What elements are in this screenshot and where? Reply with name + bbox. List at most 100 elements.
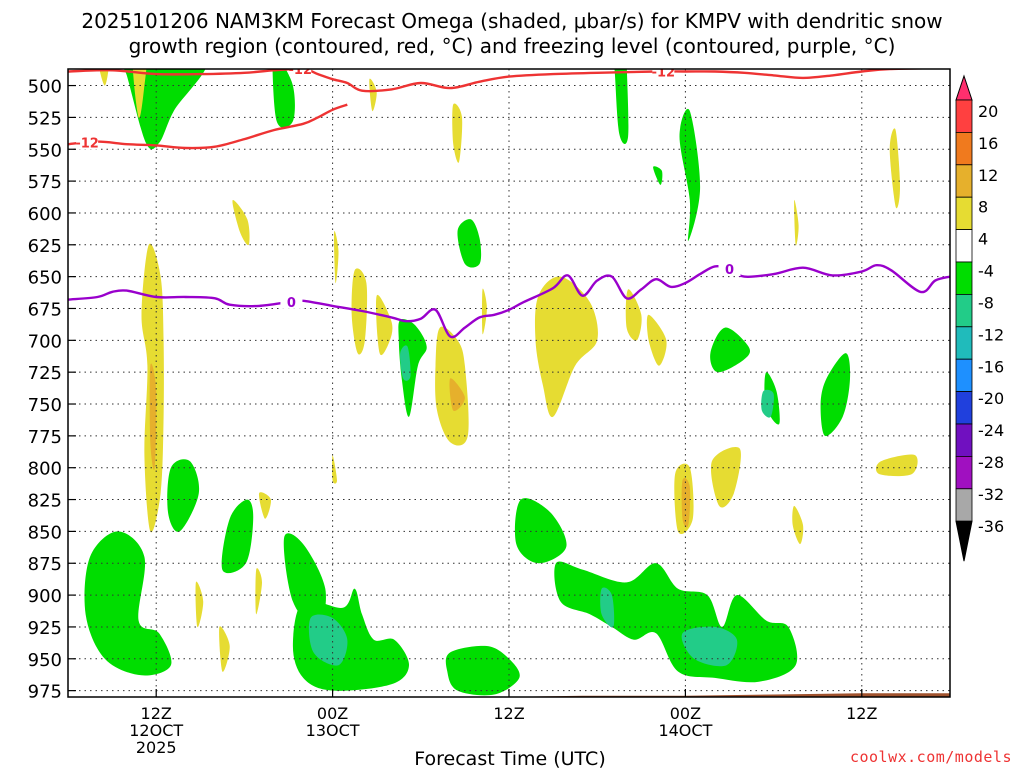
colorbar-swatch-9 [955,358,973,393]
omega-region-4to8-9 [534,276,598,418]
colorbar-label-13: -36 [978,517,1004,536]
omega-region--4to-8-6 [398,319,427,417]
y-tick-label-600: 600 [28,204,62,225]
omega-region-4to8-1 [132,69,147,118]
omega-region-4to8-20 [255,568,262,615]
omega-region--8to-12-1 [600,587,615,628]
colorbar-label-11: -28 [978,453,1004,472]
colorbar-swatch-1 [955,99,973,133]
colorbar-swatch-13 [955,488,973,522]
omega-region-8to12-2 [681,478,691,528]
omega-region-4to8-10 [625,289,642,341]
omega-region--8to-12-4 [400,345,411,381]
colorbar-label-9: -20 [978,389,1004,408]
y-tick-label-825: 825 [28,491,62,512]
omega-region-4to8-16 [875,454,918,477]
colorbar-top-arrow [955,74,973,101]
contour-label-bg-1 [76,134,99,150]
colorbar-swatch-3 [955,164,973,198]
omega-region-4to8-17 [792,505,804,545]
y-tick-label-950: 950 [28,650,62,671]
omega-region-4to8-19 [258,492,272,519]
colorbar-swatch-11 [955,423,973,457]
omega-region--4to-8-7 [710,327,751,373]
contour-label-1: -12 [75,137,99,152]
y-tick-label-925: 925 [28,618,62,639]
y-tick-label-725: 725 [28,363,62,384]
colorbar-swatch-5 [955,229,973,263]
omega-shading-layer [84,69,918,696]
omega-region--4to-8-12 [167,459,200,532]
omega-region-8to12-0 [149,363,157,470]
omega-region--4to-8-5 [457,219,482,268]
colorbar-label-2: 12 [978,166,998,185]
pressure-axis: 500 525 550 575 600 625 650 675 700 725 750 775 800 8… [28,77,76,703]
credit-text: coolwx.com/models [850,748,1012,766]
omega-region--4to-8-17 [554,561,798,683]
omega-region-4to8-2 [232,199,250,246]
contour-label-4: 0 [725,263,734,278]
colorbar-label-4: 4 [978,230,988,249]
colorbar-label-7: -12 [978,325,1004,344]
chart-title-line1: 2025101206 NAM3KM Forecast Omega (shaded… [81,9,942,33]
colorbar-swatch-6 [955,261,973,295]
omega-region-4to8-13 [710,446,741,508]
y-tick-label-975: 975 [28,682,62,703]
colorbar-label-3: 8 [978,198,988,217]
terrain-layer [68,693,950,697]
contour-label-bg-0 [289,69,312,77]
contour-label-0: -12 [289,63,313,78]
y-tick-label-850: 850 [28,522,62,543]
colorbar-label-1: 16 [978,134,998,153]
omega-region-4to8-4 [333,231,339,284]
y-tick-label-575: 575 [28,172,62,193]
contour-label-bg-2 [652,69,675,79]
colorbar-swatch-4 [955,196,973,230]
omega-region--4to-8-15 [292,588,410,691]
contour-line-1 [68,103,348,150]
colorbar-swatch-12 [955,455,973,490]
omega-region-4to8-23 [219,626,230,672]
omega-region-4to8-22 [481,288,487,335]
y-tick-label-500: 500 [28,77,62,98]
y-tick-label-775: 775 [28,427,62,448]
x-tick-label-h6-0: 12Z [141,704,172,723]
colorbar-label-8: -16 [978,357,1004,376]
y-tick-label-750: 750 [28,395,62,416]
omega-region--4to-8-3 [653,166,663,185]
colorbar-swatch-7 [955,293,973,328]
colorbar-bottom-arrow [955,520,973,562]
x-tick-label-h42-1: 14OCT [658,721,712,740]
colorbar-label-0: 20 [978,102,998,121]
colorbar-swatch-10 [955,391,973,425]
x-tick-label-h6-1: 12OCT [129,721,183,740]
x-tick-label-h6-2: 2025 [136,738,177,757]
x-tick-label-h30-0: 12Z [493,704,524,723]
y-tick-label-700: 700 [28,331,62,352]
x-tick-label-h18-0: 00Z [317,704,348,723]
omega-region--8to-12-2 [681,626,738,667]
y-tick-label-675: 675 [28,299,62,320]
omega-region-4to8-15 [794,199,799,246]
omega-region-4to8-0 [99,69,109,86]
omega-region--4to-8-0 [123,69,206,150]
y-tick-label-525: 525 [28,108,62,129]
omega-region-4to8-24 [195,581,204,628]
terrain-band [68,693,950,697]
omega-region--4to-8-10 [514,498,567,564]
colorbar-swatch-2 [955,131,973,166]
omega-region--4to-8-13 [221,499,254,574]
contour-label-3: 0 [287,296,296,311]
contour-label-bg-3 [280,293,303,309]
colorbar-label-5: -4 [978,262,994,281]
omega-region-4to8-14 [889,128,900,209]
contour-label-2: -12 [652,66,676,81]
omega-colorbar: 20 16 12 8 4 -4 -8 -12 -16 -20 -24 -28 -32 -36 [955,74,1004,562]
x-tick-label-h18-1: 13OCT [306,721,360,740]
contour-line-0 [68,69,945,93]
omega-region-4to8-3 [452,103,463,163]
omega-region--4to-8-11 [84,531,172,676]
contour-label-bg-4 [718,260,741,276]
